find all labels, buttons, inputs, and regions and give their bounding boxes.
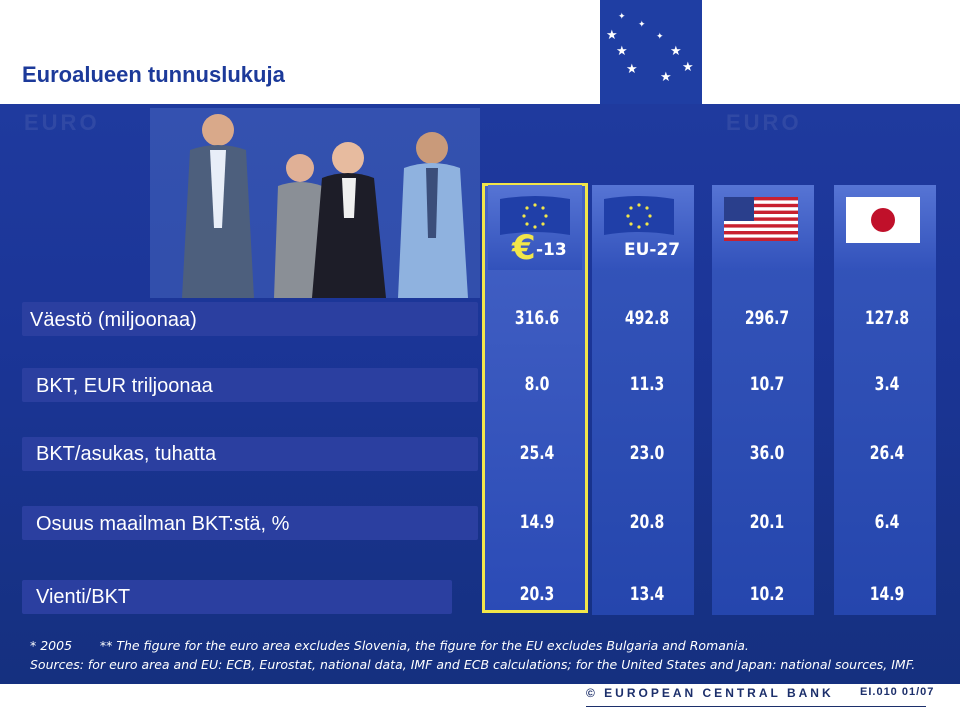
slide-code: EI.010 01/07 — [860, 686, 935, 698]
table-cell: 3.4 — [874, 373, 900, 395]
column-label-eu27: EU-27 — [624, 240, 681, 260]
euro-symbol-icon: € — [512, 228, 536, 268]
row-bar — [22, 580, 452, 614]
row-label-population: Väestö (miljoonaa) — [30, 309, 197, 331]
row-bar — [22, 302, 478, 336]
star-icon: ★ — [670, 43, 682, 58]
table-cell: 8.0 — [524, 373, 550, 395]
star-icon: ✦ — [638, 19, 646, 29]
table-cell: 26.4 — [869, 442, 905, 464]
business-people-image — [150, 108, 480, 298]
star-icon: ★ — [660, 69, 672, 84]
usa-flag-tile — [712, 185, 814, 270]
row-label-gdp: BKT, EUR triljoonaa — [36, 375, 213, 397]
usa-flag-icon — [724, 197, 798, 241]
euro-area-flag-tile — [488, 185, 582, 270]
column-label-euro: -13 — [536, 240, 567, 260]
table-cell: 6.4 — [874, 511, 900, 533]
table-cell: 14.9 — [869, 583, 905, 605]
table-cell: 25.4 — [519, 442, 555, 464]
row-label-world-gdp-share: Osuus maailman BKT:stä, % — [36, 513, 290, 535]
star-icon: ★ — [682, 59, 694, 74]
table-cell: 36.0 — [749, 442, 785, 464]
table-cell: 10.7 — [749, 373, 785, 395]
eu-stars-logo: ★ ★ ★ ✦ ✦ ★ ★ ★ ✦ — [600, 0, 702, 104]
sources-note: Sources: for euro area and EU: ECB, Euro… — [30, 657, 916, 672]
table-cell: 23.0 — [629, 442, 665, 464]
table-cell: 127.8 — [864, 307, 910, 329]
star-icon: ★ — [626, 61, 638, 76]
table-cell: 14.9 — [519, 511, 555, 533]
page-title: Euroalueen tunnuslukuja — [22, 62, 285, 87]
table-cell: 13.4 — [629, 583, 665, 605]
table-cell: 11.3 — [629, 373, 665, 395]
japan-flag-icon — [846, 197, 920, 243]
watermark-text: EURO — [726, 110, 802, 135]
row-bar — [22, 437, 478, 471]
watermark-text: EURO — [24, 110, 100, 135]
row-label-exports: Vienti/BKT — [36, 586, 131, 608]
star-icon: ✦ — [656, 31, 664, 41]
table-cell: 20.8 — [629, 511, 665, 533]
row-bar — [22, 368, 478, 402]
eu-flag-icon — [604, 196, 674, 235]
footnote: * 2005 ** The figure for the euro area e… — [30, 638, 749, 653]
table-cell: 20.3 — [519, 583, 555, 605]
footer-band — [0, 684, 960, 720]
table-cell: 10.2 — [749, 583, 785, 605]
star-icon: ★ — [616, 43, 628, 58]
table-cell: 296.7 — [744, 307, 790, 329]
row-bar — [22, 506, 478, 540]
footer-divider — [586, 706, 926, 707]
star-icon: ★ — [606, 27, 618, 42]
ecb-name: © EUROPEAN CENTRAL BANK — [586, 686, 834, 700]
table-cell: 316.6 — [514, 307, 560, 329]
row-label-gdp-per-capita: BKT/asukas, tuhatta — [36, 443, 217, 465]
table-cell: 492.8 — [624, 307, 670, 329]
eu-flag-icon — [500, 196, 570, 235]
eu27-flag-tile — [592, 185, 694, 270]
table-cell: 20.1 — [749, 511, 785, 533]
japan-flag-tile — [834, 185, 936, 270]
star-icon: ✦ — [618, 11, 626, 21]
